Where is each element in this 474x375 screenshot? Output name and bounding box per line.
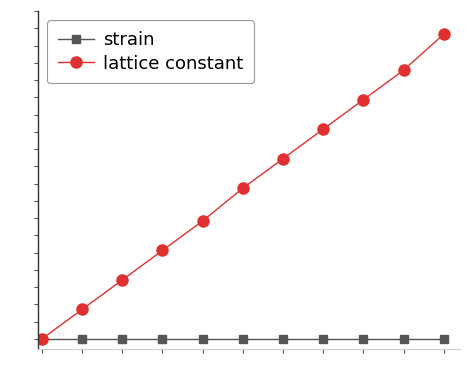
strain — [320, 337, 326, 341]
lattice constant — [39, 337, 45, 341]
strain — [361, 337, 366, 341]
strain — [401, 337, 406, 341]
strain — [39, 337, 45, 341]
lattice constant — [401, 68, 406, 72]
Line: lattice constant: lattice constant — [36, 28, 449, 345]
Line: strain: strain — [38, 335, 448, 343]
strain — [441, 337, 447, 341]
strain — [79, 337, 85, 341]
lattice constant — [240, 186, 246, 190]
strain — [160, 337, 165, 341]
strain — [240, 337, 246, 341]
lattice constant — [361, 98, 366, 102]
strain — [119, 337, 125, 341]
strain — [280, 337, 286, 341]
strain — [200, 337, 206, 341]
lattice constant — [320, 127, 326, 132]
lattice constant — [200, 219, 206, 223]
lattice constant — [441, 32, 447, 36]
lattice constant — [280, 156, 286, 161]
lattice constant — [119, 278, 125, 282]
Legend: strain, lattice constant: strain, lattice constant — [47, 20, 254, 83]
lattice constant — [160, 248, 165, 253]
lattice constant — [79, 307, 85, 312]
